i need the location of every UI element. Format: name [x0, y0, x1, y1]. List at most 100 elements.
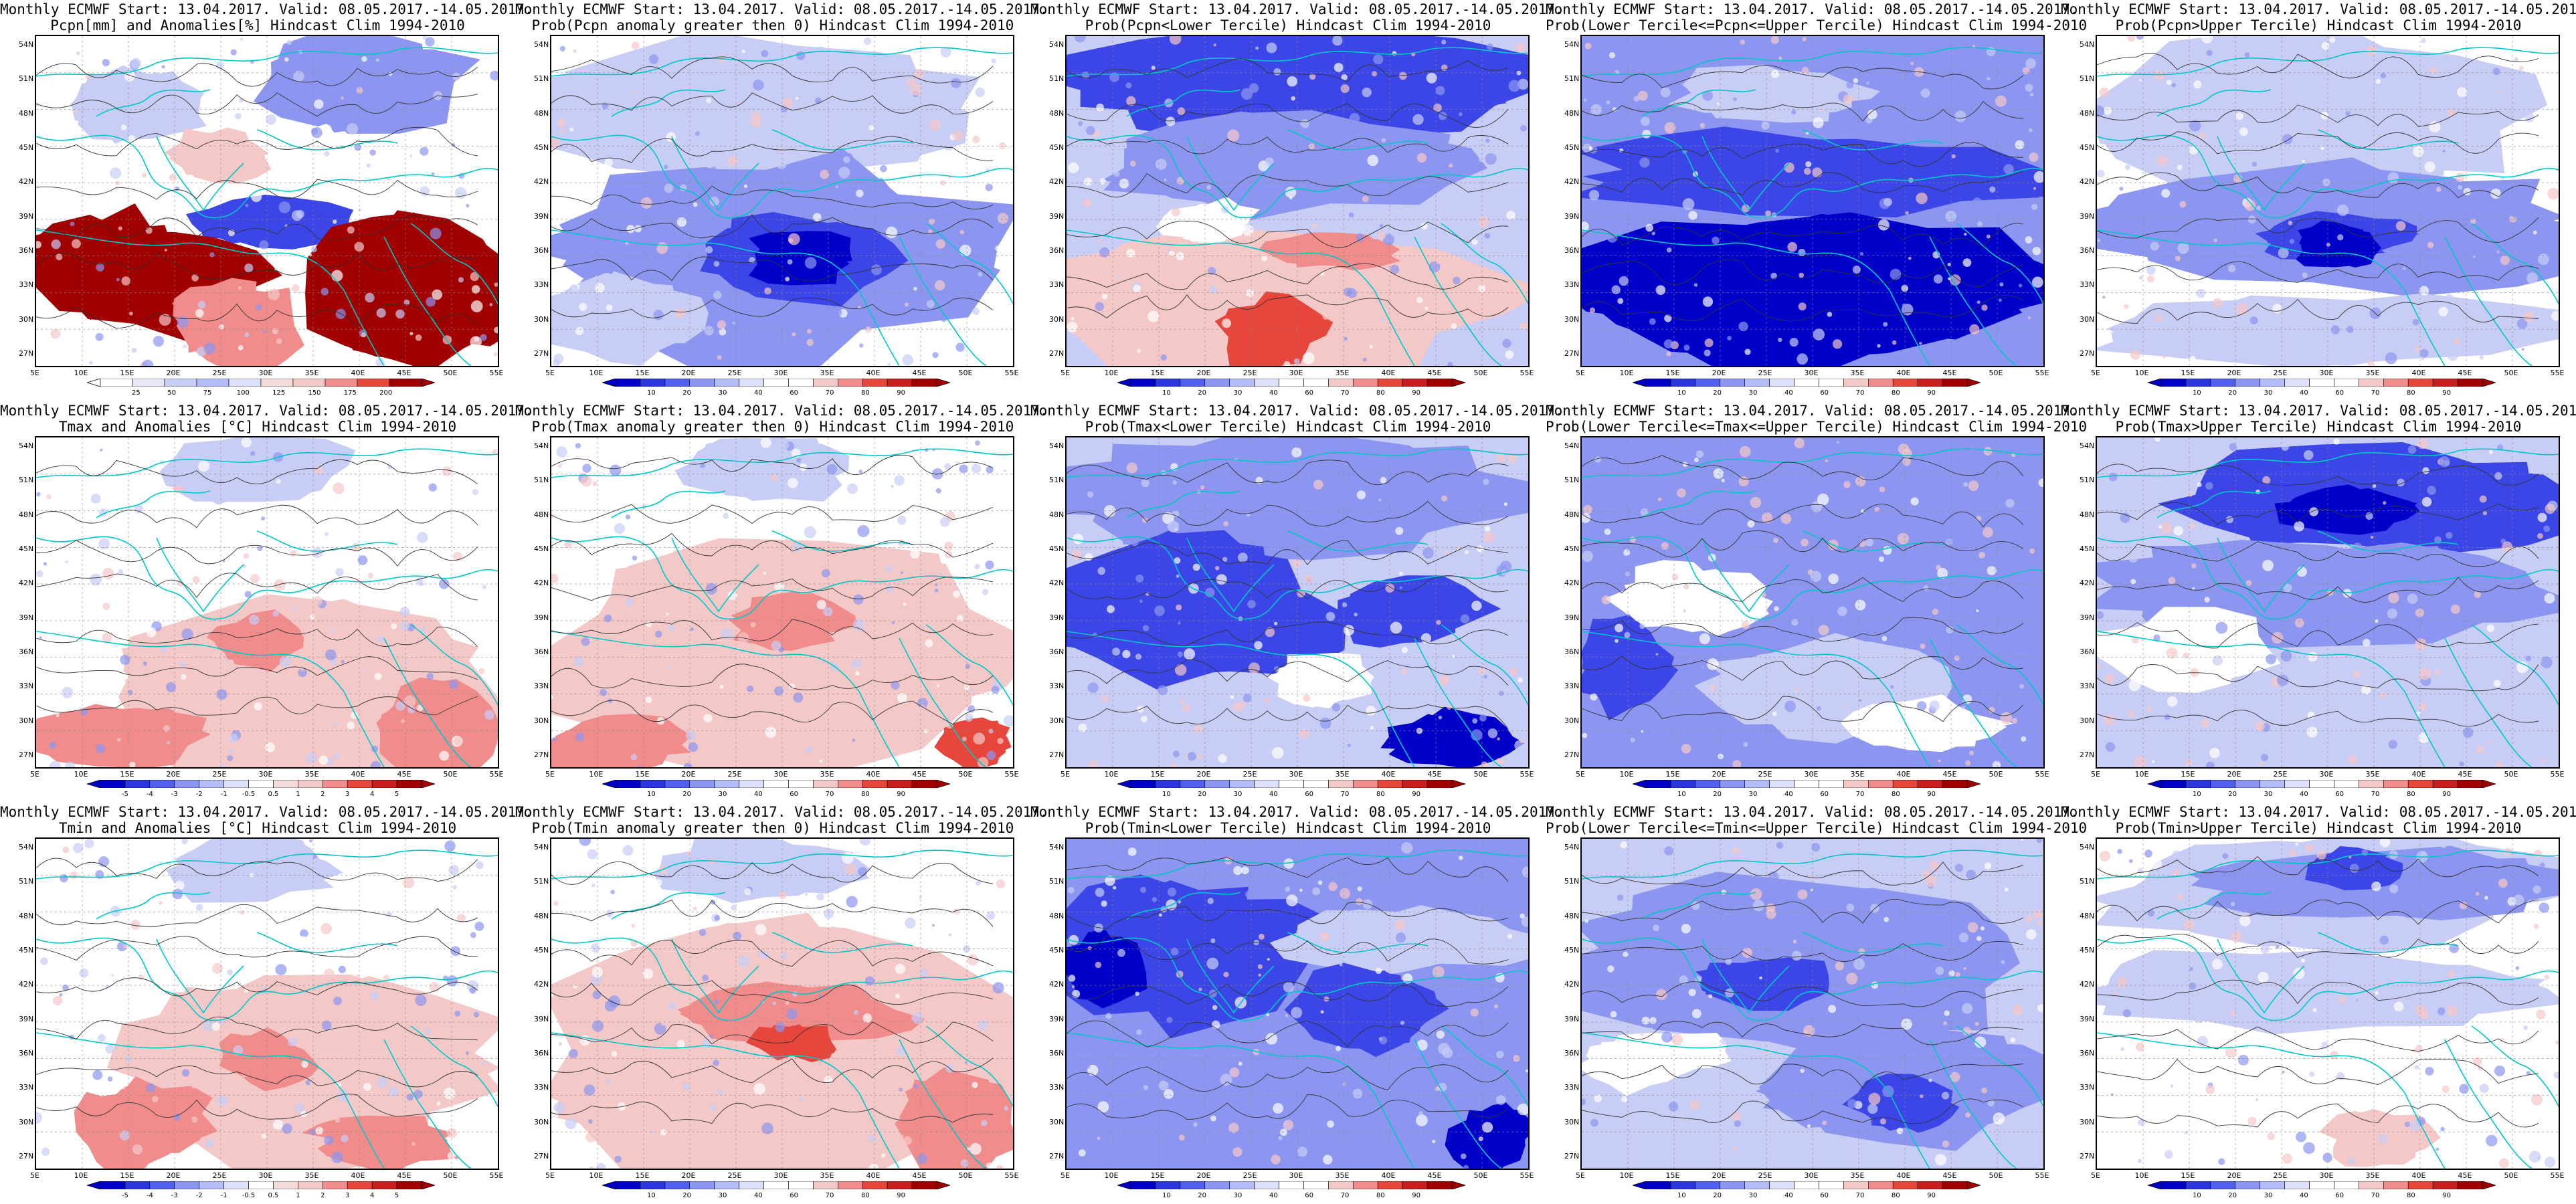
colorbar-swatch [1720, 1181, 1745, 1189]
shade-speck [127, 690, 133, 695]
colorbar-swatch [2284, 780, 2310, 788]
shade-speck [1087, 1064, 1099, 1076]
coastline [1582, 448, 2043, 478]
longitude-label: 25E [1243, 770, 1257, 779]
contour-line [36, 252, 478, 280]
shade-speck [1771, 70, 1780, 78]
shade-speck [964, 1061, 968, 1064]
colorbar-tick-label: 30 [1233, 1192, 1243, 1199]
shade-speck [2117, 977, 2128, 988]
shade-speck [110, 167, 122, 179]
shade-speck [2470, 218, 2476, 224]
shade-speck [1470, 1008, 1479, 1017]
longitude-label: 15E [2181, 1171, 2195, 1180]
latitude-label: 45N [534, 143, 549, 153]
colorbar-tick-label: 40 [753, 791, 763, 798]
colorbar-tick-label: 10 [1162, 1192, 1171, 1199]
shade-speck [181, 628, 193, 640]
longitude-label: 55E [2035, 1171, 2049, 1180]
shade-speck [569, 329, 576, 336]
longitude-label: 45E [397, 369, 411, 377]
shade-speck [1003, 715, 1013, 727]
shade-speck [387, 177, 391, 181]
shade-speck [587, 849, 597, 860]
shade-speck [1867, 109, 1877, 120]
shade-speck [2533, 230, 2537, 235]
shade-speck [2011, 718, 2018, 724]
shade-speck [2417, 438, 2428, 449]
coastline [96, 89, 211, 117]
panel-title-line2: Pcpn[mm] and Anomalies[%] Hindcast Clim … [50, 17, 465, 33]
colorbar-tick-label: -3 [171, 791, 178, 798]
shade-speck [656, 242, 668, 254]
coastline [551, 448, 1013, 478]
shade-speck [1710, 922, 1715, 928]
shade-speck [1401, 647, 1408, 654]
contour-line [1067, 263, 1509, 290]
shade-speck [1123, 682, 1132, 692]
shade-speck [581, 637, 590, 646]
shade-speck [2001, 960, 2005, 965]
shaded-region [1380, 714, 1504, 756]
shade-speck [175, 880, 185, 890]
shade-speck [1177, 651, 1183, 658]
shade-speck [2490, 188, 2501, 199]
shade-speck [1825, 460, 1829, 463]
shade-speck [970, 1142, 982, 1155]
latitude-label: 48N [2080, 510, 2095, 519]
colorbar-tick-label: -5 [121, 1192, 128, 1199]
shade-speck [732, 321, 735, 325]
shade-speck [847, 483, 858, 494]
shade-speck [2136, 36, 2144, 40]
colorbar-swatch [1819, 379, 1844, 387]
shade-speck [2345, 111, 2351, 116]
colorbar-swatch [1942, 1181, 1968, 1189]
shade-speck [2383, 306, 2391, 314]
shade-speck [1416, 1039, 1428, 1051]
contour-line [1582, 898, 2024, 924]
shade-speck [1821, 108, 1825, 112]
longitude-label: 25E [2273, 1171, 2288, 1180]
shade-speck [1691, 1009, 1701, 1019]
shade-speck [1951, 154, 1956, 159]
longitude-label: 50E [1989, 369, 2003, 377]
colorbar-swatch [2185, 379, 2211, 387]
shade-speck [1901, 284, 1908, 292]
shade-speck [1169, 36, 1182, 45]
colorbar-tick-label: 30 [1233, 389, 1243, 397]
shade-speck [1357, 886, 1362, 892]
shade-speck [2257, 1090, 2264, 1097]
shade-speck [2356, 998, 2363, 1005]
colorbar-tick-label: 20 [682, 1192, 692, 1199]
coastline [1441, 223, 1528, 304]
colorbar-swatch [2210, 379, 2236, 387]
latitude-label: 54N [1564, 843, 1580, 851]
shade-speck [1498, 690, 1504, 696]
shade-speck [2367, 359, 2374, 366]
longitude-label: 15E [635, 1171, 650, 1180]
colorbar-swatch [2334, 780, 2359, 788]
shade-speck [995, 245, 1001, 252]
shade-speck [2334, 916, 2339, 920]
latitude-label: 48N [1564, 510, 1580, 519]
shade-speck [1742, 947, 1752, 958]
shaded-region [1102, 110, 1451, 199]
shade-speck [474, 921, 484, 931]
shade-speck [859, 839, 871, 846]
shade-speck [760, 437, 771, 448]
shade-speck [781, 441, 790, 449]
longitude-label: 55E [1004, 770, 1019, 779]
shade-speck [1265, 1033, 1278, 1045]
shade-speck [1954, 864, 1963, 872]
shade-speck [1322, 313, 1329, 320]
colorbar-swatch [1744, 780, 1770, 788]
panel-title-line2: Prob(Pcpn anomaly greater then 0) Hindca… [531, 17, 1014, 33]
colorbar-tick-label: 30 [718, 791, 727, 798]
colorbar-swatch [788, 1181, 814, 1189]
longitude-label: 45E [397, 1171, 411, 1180]
coastline [1701, 136, 1790, 211]
shade-speck [1736, 553, 1743, 561]
shade-speck [1594, 456, 1602, 463]
longitude-label: 40E [351, 1171, 365, 1180]
shade-speck [1944, 1010, 1950, 1016]
